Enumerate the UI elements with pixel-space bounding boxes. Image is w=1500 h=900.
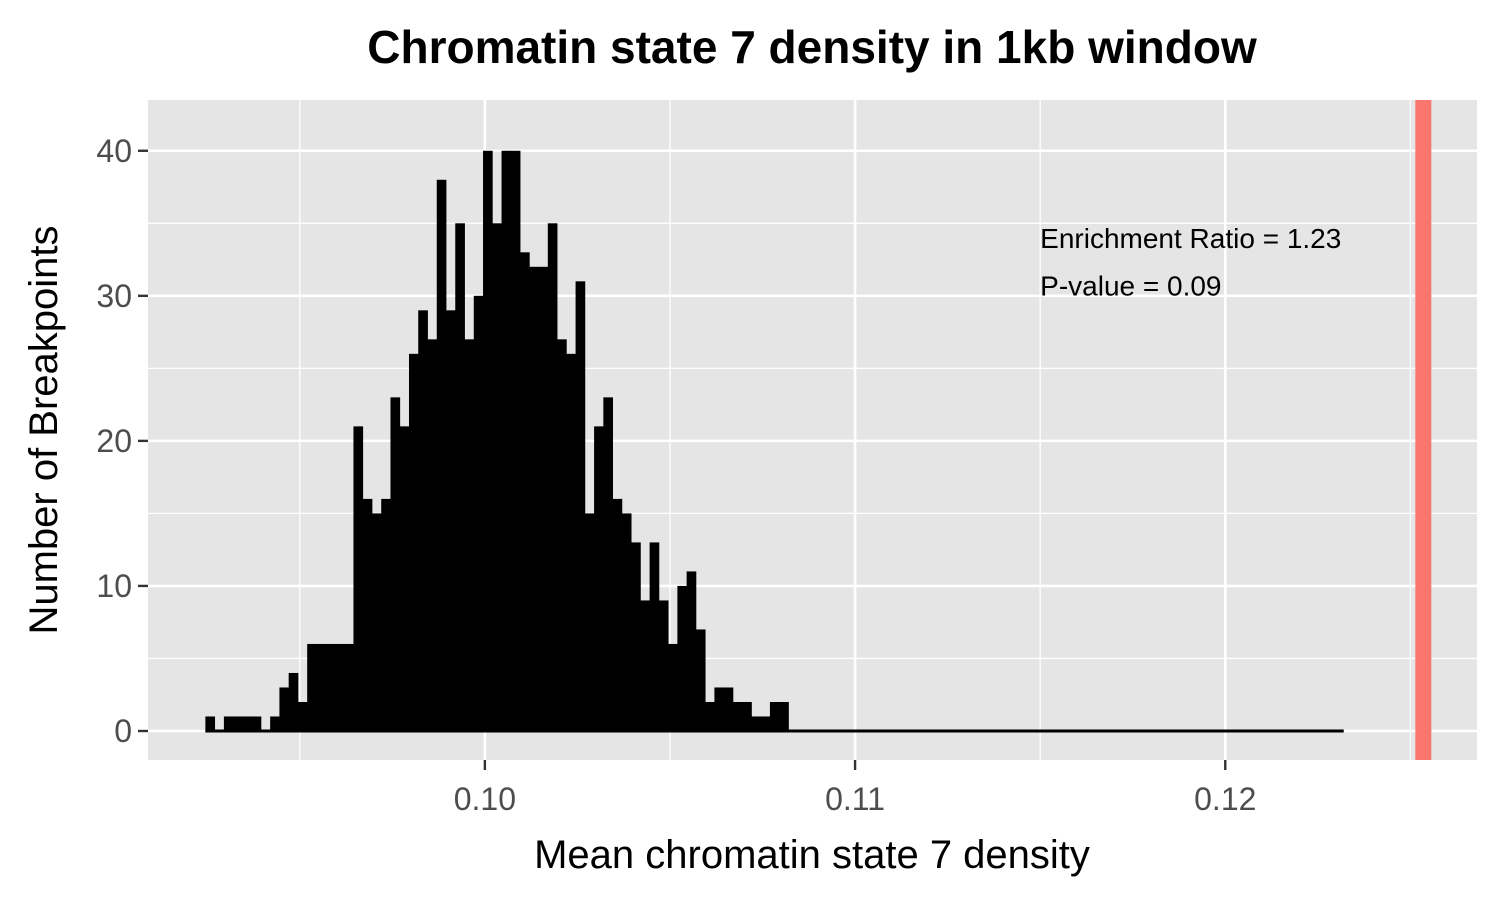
histogram-bar — [205, 716, 216, 731]
histogram-bar — [714, 687, 725, 731]
histogram-bar — [723, 687, 734, 731]
annotation-text: P-value = 0.09 — [1040, 271, 1221, 302]
y-tick-label: 20 — [96, 423, 132, 459]
x-tick-label: 0.10 — [454, 781, 516, 817]
histogram-bar — [297, 701, 308, 731]
x-axis-title: Mean chromatin state 7 density — [534, 833, 1090, 877]
histogram-bar — [436, 179, 447, 731]
histogram-bar — [307, 643, 317, 731]
histogram-bar — [371, 513, 382, 731]
histogram-bar — [473, 295, 484, 731]
histogram-bar — [686, 571, 697, 731]
histogram-bar — [408, 353, 419, 731]
histogram-bar — [390, 397, 401, 731]
histogram-bar — [242, 716, 253, 731]
histogram-bar — [742, 701, 752, 731]
histogram-bar — [695, 629, 706, 731]
histogram-bar — [334, 643, 345, 731]
x-tick-label: 0.12 — [1194, 781, 1256, 817]
histogram-bar — [510, 150, 521, 731]
y-tick-label: 10 — [96, 568, 132, 604]
histogram-bar — [677, 585, 688, 731]
histogram-bar — [279, 687, 290, 731]
histogram-bar — [270, 716, 280, 731]
annotation-text: Enrichment Ratio = 1.23 — [1040, 223, 1341, 254]
histogram-bar — [233, 716, 243, 731]
histogram-bar — [418, 310, 428, 731]
histogram-bar — [325, 643, 336, 731]
histogram-bar — [621, 513, 632, 731]
histogram-bar — [446, 310, 456, 731]
histogram-bar — [483, 150, 493, 731]
y-tick-label: 30 — [96, 278, 132, 314]
histogram-bar — [769, 701, 780, 731]
histogram-bar — [501, 150, 512, 731]
histogram-bar — [732, 701, 743, 731]
histogram-bar — [464, 339, 475, 731]
y-tick-label: 40 — [96, 133, 132, 169]
histogram-bar — [751, 716, 762, 731]
histogram-bar — [344, 643, 354, 731]
histogram-bar — [640, 600, 651, 731]
y-axis-title: Number of Breakpoints — [22, 225, 66, 634]
x-axis: 0.10 0.11 0.12 — [454, 760, 1256, 817]
histogram-bar — [658, 600, 669, 731]
observed-value-line — [1415, 100, 1432, 760]
histogram-bar — [566, 353, 576, 731]
histogram-bar — [529, 266, 539, 731]
histogram-bar — [612, 498, 623, 731]
histogram-bar — [455, 223, 465, 731]
histogram-bar — [575, 281, 586, 731]
histogram-bar — [668, 643, 678, 731]
y-axis: 0 10 20 30 40 — [96, 133, 148, 749]
histogram-bar — [288, 672, 299, 731]
histogram-bar — [362, 498, 373, 731]
histogram-bar — [649, 542, 660, 731]
chart-title: Chromatin state 7 density in 1kb window — [367, 21, 1257, 73]
y-tick-label: 0 — [114, 713, 132, 749]
histogram-bar — [427, 339, 438, 731]
histogram-bar — [251, 716, 262, 731]
histogram-bar — [603, 397, 613, 731]
histogram-bar — [557, 339, 567, 731]
histogram-bar — [538, 266, 549, 731]
histogram-bar — [779, 701, 789, 731]
histogram-bar — [547, 223, 558, 731]
histogram-bar — [584, 513, 595, 731]
histogram-bar — [399, 426, 410, 731]
histogram-bar — [520, 252, 530, 731]
histogram-bar — [705, 701, 715, 731]
histogram-bar — [760, 716, 771, 731]
histogram-bar — [594, 426, 604, 731]
histogram-bar — [316, 643, 327, 731]
annotations: Enrichment Ratio = 1.23 P-value = 0.09 — [1040, 223, 1341, 302]
histogram-bars — [205, 150, 1344, 733]
histogram-bar — [631, 542, 641, 731]
histogram-bar — [492, 223, 502, 731]
histogram-bar — [381, 498, 391, 731]
x-tick-label: 0.11 — [825, 781, 885, 817]
histogram-bar — [353, 426, 364, 731]
histogram-bar — [223, 716, 234, 731]
